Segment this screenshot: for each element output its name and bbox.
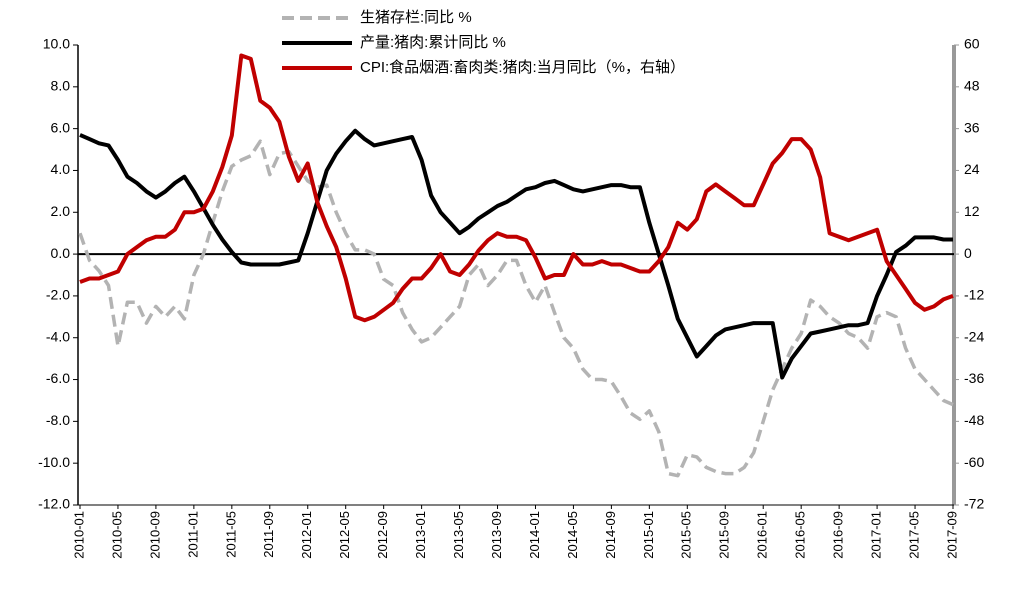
y-tick-label: -10.0	[38, 454, 70, 470]
y-tick-label: -8.0	[46, 412, 70, 428]
x-tick-label: 2017-09	[944, 511, 959, 559]
y-tick-label: 8.0	[51, 78, 71, 94]
x-tick-label: 2011-01	[185, 511, 200, 558]
x-tick-label: 2012-09	[375, 511, 390, 559]
y2-tick-label: 12	[964, 203, 980, 219]
y2-tick-label: -24	[964, 328, 984, 344]
x-tick-label: 2010-01	[71, 511, 86, 559]
x-tick-label: 2011-09	[261, 511, 276, 558]
x-tick-label: 2011-05	[223, 511, 238, 558]
y2-tick-label: 24	[964, 161, 980, 177]
x-tick-label: 2015-09	[717, 511, 732, 559]
x-tick-label: 2013-09	[489, 511, 504, 559]
y-tick-label: 0.0	[51, 245, 71, 261]
y2-tick-label: 36	[964, 119, 980, 135]
legend-label: 产量:猪肉:累计同比 %	[360, 34, 506, 51]
y-tick-label: 10.0	[43, 36, 70, 52]
y2-tick-label: 48	[964, 78, 980, 94]
y2-tick-label: 60	[964, 36, 980, 52]
x-tick-label: 2010-05	[109, 511, 124, 559]
x-tick-label: 2015-05	[679, 511, 694, 559]
x-tick-label: 2015-01	[641, 511, 656, 559]
x-tick-label: 2016-01	[755, 511, 770, 559]
legend-label: 生猪存栏:同比 %	[360, 9, 472, 26]
x-tick-label: 2014-09	[603, 511, 618, 559]
x-tick-label: 2014-05	[565, 511, 580, 559]
x-tick-label: 2010-09	[147, 511, 162, 559]
y-tick-label: -4.0	[46, 328, 70, 344]
y2-tick-label: -12	[964, 287, 984, 303]
y-tick-label: -2.0	[46, 287, 70, 303]
x-tick-label: 2014-01	[527, 511, 542, 559]
y2-tick-label: -48	[964, 412, 984, 428]
y-tick-label: 4.0	[51, 161, 71, 177]
x-tick-label: 2016-05	[793, 511, 808, 559]
y2-tick-label: -36	[964, 370, 984, 386]
y2-tick-label: -60	[964, 454, 984, 470]
y-tick-label: 2.0	[51, 203, 71, 219]
y-tick-label: -12.0	[38, 496, 70, 512]
y-tick-label: 6.0	[51, 119, 71, 135]
y2-tick-label: 0	[964, 245, 972, 261]
series-line	[79, 128, 953, 380]
series-line	[78, 139, 954, 478]
x-tick-label: 2012-05	[337, 511, 352, 559]
y-tick-label: -6.0	[46, 370, 70, 386]
x-tick-label: 2013-05	[451, 511, 466, 559]
x-tick-label: 2017-05	[906, 511, 921, 559]
series-line	[79, 53, 954, 323]
legend-label: CPI:食品烟酒:畜肉类:猪肉:当月同比（%，右轴）	[360, 59, 685, 76]
y2-tick-label: -72	[964, 496, 984, 512]
x-tick-label: 2012-01	[299, 511, 314, 559]
x-tick-label: 2017-01	[869, 511, 884, 559]
x-tick-label: 2016-09	[831, 511, 846, 559]
x-tick-label: 2013-01	[413, 511, 428, 559]
